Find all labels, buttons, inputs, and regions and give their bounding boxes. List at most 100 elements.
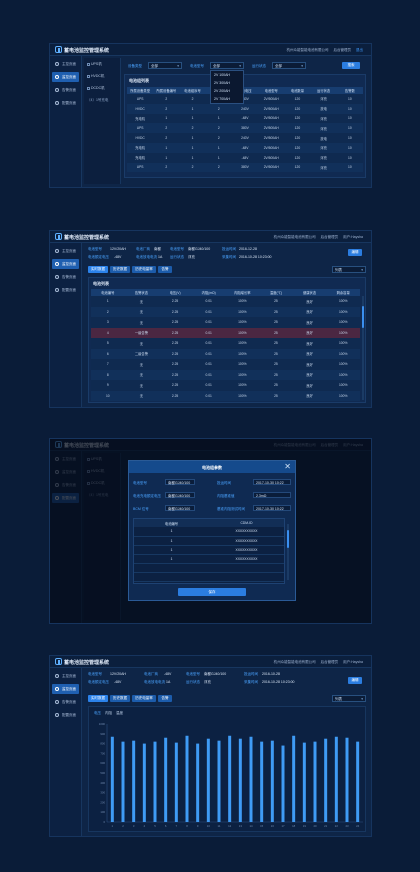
view-select[interactable]: 列表: [332, 695, 366, 702]
tab-alarm[interactable]: 告警: [158, 695, 172, 702]
info-value: 南都: [154, 247, 161, 251]
tab-alarm[interactable]: 告警: [158, 266, 172, 273]
bar: [281, 745, 285, 822]
table-row[interactable]: 充电机 1 1 1 -48V 2V/500AH 120 浮充 10: [127, 113, 363, 124]
nav-item-home[interactable]: 主控页面: [52, 59, 79, 69]
table-row[interactable]: 2 无 2.25 0.01 100% 25 良好 100%: [91, 306, 360, 317]
table-row[interactable]: 4 一级告警 2.25 0.01 100% 25 良好 100%: [91, 327, 360, 338]
nav-item-monitor[interactable]: 监控页面: [52, 72, 79, 82]
scrollbar-thumb[interactable]: [287, 530, 289, 548]
dropdown-option[interactable]: 2V 700AH: [214, 97, 230, 101]
admin-link[interactable]: 后台管理员: [320, 660, 339, 664]
table-cell: 1: [153, 142, 180, 153]
table-row[interactable]: UPS 2 2 2 380V 2V/500AH 120 浮充 10: [127, 123, 363, 134]
tree-item[interactable]: DCDC机: [87, 86, 105, 91]
table-row[interactable]: [134, 572, 284, 582]
tab-realtime[interactable]: 实时数据: [88, 266, 108, 273]
subtab-resistance[interactable]: 内阻: [105, 711, 112, 715]
table-row[interactable]: 3 无 2.25 0.01 100% 25 良好 100%: [91, 317, 360, 328]
edit-button[interactable]: 编辑: [348, 249, 362, 256]
table-cell: 100%: [225, 369, 260, 380]
nav-item-home[interactable]: 主控页面: [52, 671, 79, 681]
filter-type-select[interactable]: 全部: [148, 62, 182, 69]
field-value[interactable]: 2017-10-30 10:22: [253, 505, 291, 511]
nav-item-monitor[interactable]: 监控页面: [52, 259, 79, 269]
table-row[interactable]: 5 无 2.25 0.01 100% 25 良好 100%: [91, 338, 360, 349]
save-button[interactable]: 保存: [178, 588, 246, 596]
tree-item[interactable]: （4）1号充电: [87, 98, 109, 102]
view-select[interactable]: 列表: [332, 266, 366, 273]
tree-item[interactable]: HVDC机: [87, 74, 104, 79]
table-row[interactable]: HVDC 2 1 2 240V 2V/500AH 120 放电 10: [127, 133, 363, 143]
table-cell: 2: [153, 103, 180, 114]
nav-item-home[interactable]: 主控页面: [52, 246, 79, 256]
table-row[interactable]: 6 二级告警 2.25 0.01 100% 25 良好 100%: [91, 348, 360, 359]
tab-history-rate[interactable]: 历史电量率: [132, 266, 156, 273]
filter-model-select[interactable]: 全部: [210, 62, 244, 69]
table-row[interactable]: 7 无 2.25 0.01 100% 25 良好 100%: [91, 359, 360, 370]
table-row[interactable]: 10 无 2.25 0.01 100% 25 良好 100%: [91, 390, 360, 401]
table-row[interactable]: 1 XXXXXXXXXX: [134, 536, 284, 546]
dropdown-option[interactable]: 2V 300AH: [214, 81, 230, 85]
table-row[interactable]: 1 XXXXXXXXXX: [134, 527, 284, 537]
table-cell: 0.01: [191, 306, 226, 317]
tab-history[interactable]: 历史数据: [110, 695, 130, 702]
edit-button[interactable]: 编辑: [348, 677, 362, 684]
search-button[interactable]: 搜索: [342, 62, 360, 69]
info-label: 电池厂商: [144, 672, 158, 676]
dropdown-option[interactable]: 2V 200AH: [214, 89, 230, 93]
field-value[interactable]: 南都GJ40/100: [165, 479, 195, 485]
table-row[interactable]: 8 无 2.25 0.01 100% 25 良好 100%: [91, 369, 360, 380]
nav-item-monitor[interactable]: 监控页面: [52, 684, 79, 694]
logout-link[interactable]: 退出: [356, 48, 363, 52]
y-tick-label: 900: [100, 732, 105, 736]
table-cell: 无: [124, 306, 159, 317]
nav-item-alarm[interactable]: 告警页面: [52, 85, 79, 95]
close-icon[interactable]: ✕: [284, 462, 291, 471]
filter-status-select[interactable]: 全部: [272, 62, 306, 69]
field-value[interactable]: 2.3mΩ: [253, 492, 291, 498]
app-logo-icon: [55, 233, 62, 240]
info-label: 电池型号: [88, 672, 102, 676]
table-row[interactable]: HVDC 2 1 2 240V 2V/500AH 120 放电 10: [127, 103, 363, 114]
admin-link[interactable]: 后台管理员: [333, 48, 352, 52]
table-row[interactable]: 1 XXXXXXXXXX: [134, 554, 284, 564]
table-scrollbar[interactable]: [362, 296, 364, 400]
nav-item-config[interactable]: 配置页面: [52, 285, 79, 295]
field-value[interactable]: 南都GJ40/100: [165, 492, 195, 498]
modal-title: 电池组参数: [202, 465, 222, 470]
subtab-temperature[interactable]: 温度: [116, 711, 123, 715]
scrollbar-thumb[interactable]: [362, 306, 364, 328]
tree-item[interactable]: UPS机: [87, 62, 102, 67]
nav-item-alarm[interactable]: 告警页面: [52, 272, 79, 282]
table-row[interactable]: 1 XXXXXXXXXX: [134, 545, 284, 555]
y-tick-label: 600: [100, 761, 105, 765]
table-row[interactable]: UPS 2 2 2 380V 2V/500AH 120 浮充 10: [127, 162, 363, 173]
info-label: 运行状态: [186, 680, 200, 684]
dropdown-option[interactable]: 2V 100AH: [214, 73, 230, 77]
table-row[interactable]: 1 无 2.25 0.01 100% 25 良好 100%: [91, 296, 360, 307]
tab-history[interactable]: 历史数据: [110, 266, 130, 273]
table-row[interactable]: 9 无 2.25 0.01 100% 25 良好 100%: [91, 380, 360, 391]
field-value[interactable]: 2017-10-30 10:22: [253, 479, 291, 485]
tab-history-rate[interactable]: 历史电量率: [132, 695, 156, 702]
table-cell: 1: [179, 142, 206, 153]
x-tick-label: 10: [207, 824, 211, 828]
tab-realtime[interactable]: 实时数据: [88, 695, 108, 702]
info-value: 南都GJ40/100: [188, 247, 211, 251]
table-cell: 2: [179, 94, 206, 104]
nav-item-alarm[interactable]: 告警页面: [52, 697, 79, 707]
table-cell: 浮充: [310, 162, 337, 173]
table-row[interactable]: 充电机 1 1 1 -48V 2V/500AH 120 浮充 10: [127, 142, 363, 153]
x-tick-label: 5: [154, 824, 156, 828]
admin-link[interactable]: 后台管理员: [320, 235, 339, 239]
table-row[interactable]: 充电机 1 1 1 -48V 2V/500AH 120 浮充 10: [127, 152, 363, 163]
field-value[interactable]: 南都GJ40/100: [165, 505, 195, 511]
table-row[interactable]: [134, 563, 284, 573]
nav-item-config[interactable]: 配置页面: [52, 98, 79, 108]
table-cell: 2V/500AH: [258, 103, 285, 114]
modal-scrollbar[interactable]: [287, 524, 289, 580]
subtab-voltage[interactable]: 电压: [94, 711, 101, 715]
nav-item-config[interactable]: 配置页面: [52, 710, 79, 720]
